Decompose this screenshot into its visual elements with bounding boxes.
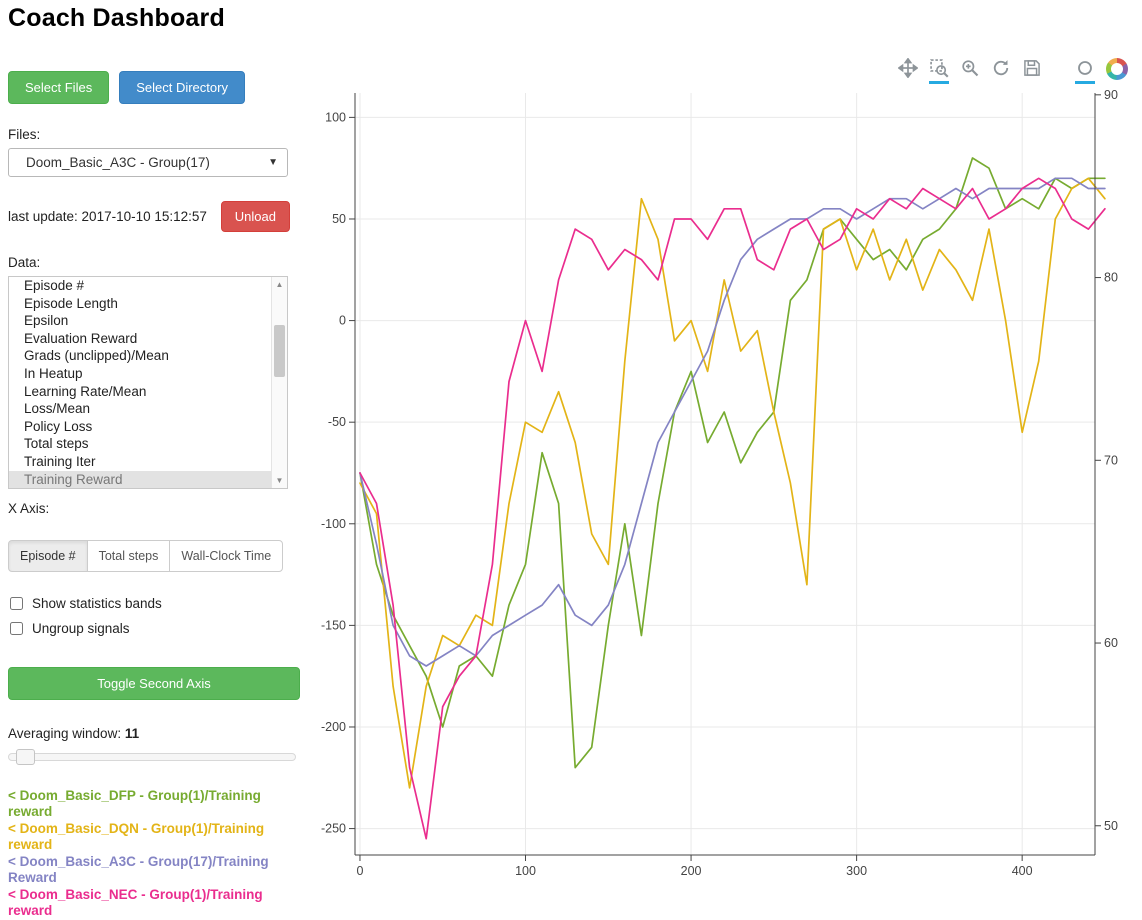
y-tick-label-left: 100	[325, 110, 346, 124]
checkbox-label: Show statistics bands	[32, 596, 162, 611]
checkbox-row: Show statistics bands	[8, 596, 300, 611]
x-tick-label: 200	[681, 864, 702, 878]
data-label: Data:	[8, 255, 41, 270]
x-axis-option-total-steps[interactable]: Total steps	[86, 540, 171, 572]
page-title: Coach Dashboard	[8, 4, 225, 32]
signal-legend: < Doom_Basic_DFP - Group(1)/Training rew…	[8, 788, 300, 918]
data-list-item[interactable]: In Heatup	[24, 365, 83, 381]
y-tick-label-left: -250	[321, 822, 346, 836]
legend-item[interactable]: < Doom_Basic_NEC - Group(1)/Training rew…	[8, 887, 263, 918]
pan-icon[interactable]	[897, 57, 919, 84]
series-line	[359, 177, 1106, 789]
x-tick-label: 400	[1012, 864, 1033, 878]
bokeh-plot: 0 100 200 300 400 100 50 0 -50 -100 -150 -200 -250 90…	[300, 50, 1142, 881]
left-panel: Coach Dashboard Select Files Select Dire…	[8, 2, 300, 920]
y-tick-label-left: -150	[321, 618, 346, 632]
y-tick-label-right: 70	[1104, 453, 1118, 467]
select-directory-button[interactable]: Select Directory	[119, 71, 245, 104]
wheel-zoom-icon[interactable]	[960, 58, 980, 84]
chevron-down-icon: ▼	[268, 157, 278, 168]
plot-canvas[interactable]: 0 100 200 300 400 100 50 0 -50 -100 -150 -200 -250 90…	[300, 85, 1142, 881]
file-buttons-row: Select Files Select Directory	[8, 71, 300, 104]
ungroup-signals-checkbox[interactable]	[10, 622, 23, 635]
listbox-scrollbar[interactable]: ▲ ▼	[271, 277, 287, 488]
checkbox-row: Ungroup signals	[8, 621, 300, 636]
data-list-item[interactable]: Grads (unclipped)/Mean	[24, 348, 169, 364]
data-list-item[interactable]: Total steps	[24, 436, 89, 452]
x-axis-button-group: Episode # Total steps Wall-Clock Time	[8, 540, 284, 572]
data-list-item[interactable]: Episode Length	[24, 295, 118, 311]
hover-icon[interactable]	[1075, 58, 1095, 84]
series-line	[359, 157, 1106, 769]
scrollbar-thumb[interactable]	[274, 325, 285, 377]
data-list-item[interactable]: Loss/Mean	[24, 401, 91, 417]
y-tick-label-right: 90	[1104, 88, 1118, 102]
box-zoom-icon[interactable]	[929, 58, 949, 84]
y-tick-label-left: -200	[321, 720, 346, 734]
checkbox-label: Ungroup signals	[32, 621, 130, 636]
x-tick-label: 100	[515, 864, 536, 878]
unload-button[interactable]: Unload	[220, 201, 290, 232]
x-axis-label: X Axis:	[8, 501, 50, 516]
y-tick-label-right: 80	[1104, 271, 1118, 285]
averaging-window-label: Averaging window: 11	[8, 726, 300, 741]
x-axis-option-wall-clock-time[interactable]: Wall-Clock Time	[169, 540, 284, 572]
slider-handle[interactable]	[16, 749, 35, 765]
x-axis-option-episode-[interactable]: Episode #	[8, 540, 88, 572]
data-list-item[interactable]: Training Iter	[24, 453, 96, 469]
legend-item[interactable]: < Doom_Basic_A3C - Group(17)/Training Re…	[8, 854, 269, 885]
files-dropdown[interactable]: Doom_Basic_A3C - Group(17) ▼	[8, 148, 288, 177]
data-list-item[interactable]: Learning Rate/Mean	[24, 383, 147, 399]
y-tick-label-left: -50	[328, 415, 346, 429]
files-dropdown-value: Doom_Basic_A3C - Group(17)	[26, 155, 210, 170]
toggle-second-axis-button[interactable]: Toggle Second Axis	[8, 667, 300, 700]
select-files-button[interactable]: Select Files	[8, 71, 110, 104]
y-tick-label-left: -100	[321, 517, 346, 531]
x-tick-label: 0	[356, 864, 363, 878]
data-listbox[interactable]: Episode # Episode Length Epsilon Evaluation…	[8, 276, 288, 489]
scroll-up-icon[interactable]: ▲	[275, 280, 284, 289]
averaging-window-value: 11	[124, 726, 140, 741]
y-tick-label-left: 50	[332, 212, 346, 226]
series-line	[359, 177, 1106, 667]
series-line	[359, 177, 1106, 840]
data-list-item[interactable]: Evaluation Reward	[24, 330, 138, 346]
legend-item[interactable]: < Doom_Basic_DFP - Group(1)/Training rew…	[8, 788, 261, 819]
scroll-down-icon[interactable]: ▼	[275, 476, 284, 485]
data-list-item[interactable]: Training Reward	[9, 470, 272, 488]
legend-item[interactable]: < Doom_Basic_DQN - Group(1)/Training rew…	[8, 821, 265, 852]
update-row: last update: 2017-10-10 15:12:57 Unload	[8, 201, 290, 232]
averaging-window-text: Averaging window:	[8, 726, 122, 741]
y-tick-label-left: 0	[339, 314, 346, 328]
data-list-item[interactable]: Episode #	[24, 278, 85, 293]
save-icon[interactable]	[1022, 58, 1042, 84]
y-tick-label-right: 60	[1104, 636, 1118, 650]
data-list-item[interactable]: Policy Loss	[24, 418, 93, 434]
last-update-text: last update: 2017-10-10 15:12:57	[8, 209, 207, 224]
y-tick-label-right: 50	[1104, 819, 1118, 833]
files-label: Files:	[8, 127, 41, 142]
bokeh-logo[interactable]	[1106, 58, 1128, 80]
show-statistics-bands-checkbox[interactable]	[10, 597, 23, 610]
averaging-window-slider[interactable]	[8, 749, 296, 765]
data-list-item[interactable]: Epsilon	[24, 313, 69, 329]
plot-toolbar	[897, 56, 1128, 84]
reset-icon[interactable]	[991, 58, 1011, 84]
x-tick-label: 300	[846, 864, 867, 878]
